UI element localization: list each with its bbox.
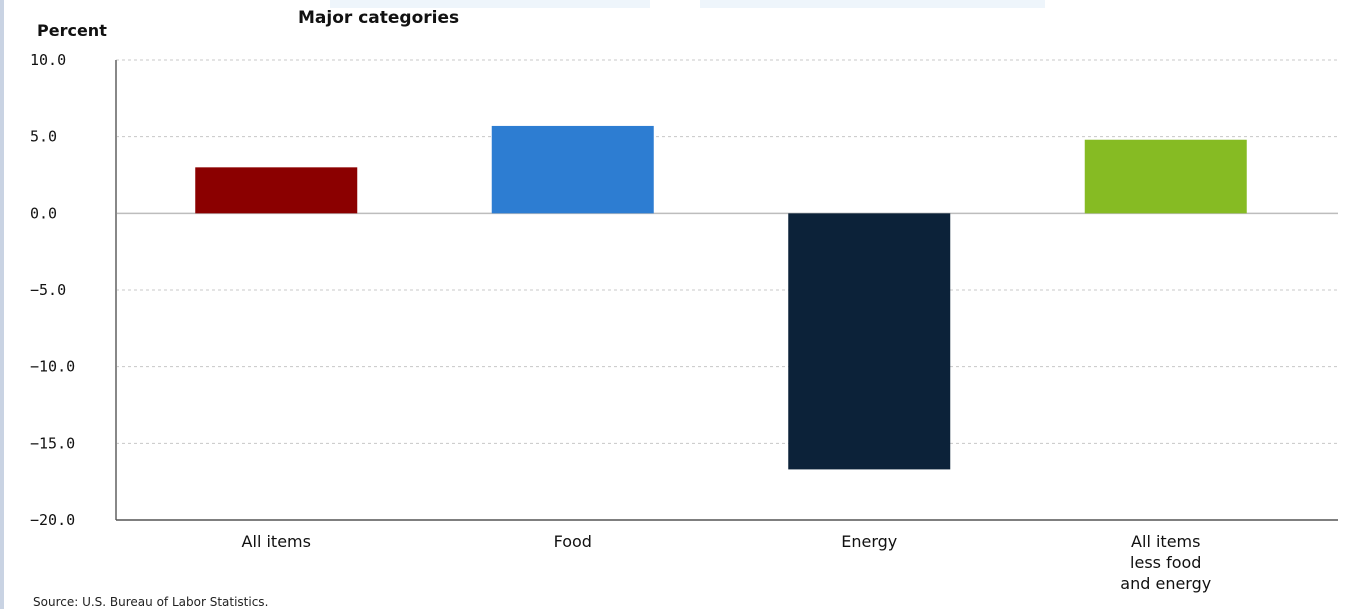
y-tick-label: −5.0 [30, 281, 66, 299]
x-tick-label: less food [1130, 553, 1201, 572]
chart-title: Major categories [298, 8, 460, 28]
source-note: Source: U.S. Bureau of Labor Statistics. [33, 595, 269, 609]
left-edge-decoration [0, 0, 4, 609]
bar-all-items [195, 167, 358, 214]
bar-food [491, 125, 654, 214]
y-tick-label: −20.0 [30, 511, 75, 529]
x-tick-label: Energy [841, 532, 897, 551]
x-tick-label: All items [242, 532, 311, 551]
top-tab-decoration [330, 0, 650, 8]
x-tick-label: All items [1131, 532, 1200, 551]
bar-energy [788, 213, 951, 470]
x-tick-label: and energy [1120, 574, 1211, 593]
top-tab-decoration [700, 0, 1045, 8]
bar-all-items-less-food-and-energy [1084, 139, 1247, 214]
y-tick-label: 5.0 [30, 128, 57, 146]
y-axis-label: Percent [37, 21, 107, 40]
y-tick-label: −10.0 [30, 358, 75, 376]
y-tick-label: −15.0 [30, 434, 75, 452]
y-tick-label: 10.0 [30, 51, 66, 69]
x-tick-label: Food [554, 532, 592, 551]
y-tick-label: 0.0 [30, 204, 57, 222]
